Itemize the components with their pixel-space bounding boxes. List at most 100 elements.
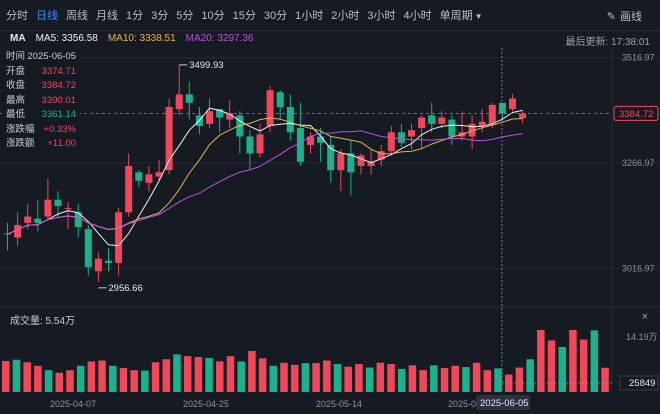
volume-bar: [87, 361, 96, 392]
low-marker: 2956.66: [108, 283, 142, 294]
volume-bar: [269, 365, 278, 392]
ohlc-key: 涨跌额: [6, 138, 35, 149]
volume-bar: [141, 370, 149, 392]
tab-period-6[interactable]: 5分: [176, 10, 194, 22]
cursor-date: 2025-06-05: [480, 398, 529, 409]
ohlc-row: 涨跌额 +11.00: [2, 137, 80, 152]
ohlc-key: 收盘: [6, 80, 26, 91]
volume-bar: [504, 374, 513, 392]
volume-bar: [12, 359, 21, 392]
tab-period-5[interactable]: 3分: [151, 10, 169, 22]
volume-bar: [109, 365, 117, 392]
candle-body: [135, 172, 143, 181]
volume-bar: [2, 360, 10, 392]
ma-legend: MA MA5: 3356.58 MA10: 3338.51 MA20: 3297…: [0, 30, 660, 46]
volume-bar: [66, 370, 74, 392]
volume-bar: [440, 367, 449, 392]
volume-bar: [194, 357, 203, 392]
close-volume-icon[interactable]: ×: [641, 311, 648, 323]
candle-body: [327, 144, 335, 171]
ohlc-value: 3390.01: [41, 94, 76, 106]
candle-body: [145, 174, 153, 183]
volume-bar: [365, 367, 374, 392]
volume-bar: [44, 370, 53, 392]
date-label: 2025-04-07: [50, 399, 96, 409]
volume-max: 14.19万: [626, 332, 658, 342]
volume-label: 成交量: 5.54万: [10, 316, 76, 327]
candle-body: [256, 134, 264, 154]
volume-bar: [312, 363, 320, 392]
ma-label: MA: [10, 32, 26, 44]
candle-body: [509, 98, 516, 110]
volume-current-tag: [619, 375, 659, 391]
volume-bar: [34, 365, 42, 392]
candle-body: [317, 136, 325, 143]
volume-bar: [23, 362, 31, 392]
volume-bar: [280, 362, 288, 392]
ohlc-key: 涨跌幅: [6, 123, 35, 135]
volume-bar: [494, 368, 502, 392]
tab-period-3[interactable]: 月线: [96, 10, 118, 22]
date-label: 2025-05-14: [316, 399, 362, 409]
period-toolbar: 分时 日线 周线 月线 1分 3分 5分 10分 15分 30分 1小时 2小时 3小时 4小时 单周期 ▼ …: [0, 0, 660, 31]
candle-body: [408, 130, 415, 137]
ma10-line: [7, 117, 523, 235]
ohlc-row: 收盘 3384.72: [2, 79, 80, 94]
tab-period-4[interactable]: 1分: [126, 10, 144, 22]
candle-body: [206, 111, 213, 124]
tab-period-9[interactable]: 30分: [263, 10, 288, 22]
tab-period-0[interactable]: 分时: [6, 10, 28, 22]
tab-period-8[interactable]: 15分: [232, 10, 256, 22]
candle-body: [64, 208, 72, 210]
ohlc-row: 最低 3361.14: [2, 108, 80, 123]
tab-period-12[interactable]: 3小时: [367, 10, 396, 22]
candle-body: [266, 90, 274, 126]
ohlc-value: +0.33%: [43, 123, 77, 135]
cursor-date-tag: [476, 395, 530, 410]
volume-bar: [162, 359, 171, 392]
candle-body: [24, 216, 32, 223]
draw-button[interactable]: ✎ 画线: [607, 8, 642, 24]
volume-bar: [558, 346, 566, 392]
candle-body: [185, 94, 193, 103]
candle-body: [125, 165, 133, 213]
candle-body: [226, 113, 234, 120]
volume-bar: [451, 365, 459, 392]
volume-bar: [183, 356, 192, 392]
date-label: 2025-04-25: [183, 399, 229, 409]
candle-body: [216, 109, 224, 118]
volume-bar: [376, 362, 385, 392]
candle-body: [94, 258, 102, 272]
draw-label: 画线: [620, 11, 642, 23]
tab-period-1[interactable]: 日线: [36, 10, 58, 22]
volume-bar: [408, 365, 417, 392]
tab-period-10[interactable]: 1小时: [295, 10, 324, 22]
ohlc-value: 3384.72: [41, 80, 76, 91]
period-tabs: 分时 日线 周线 月线 1分 3分 5分 10分 15分 30分 1小时 2小时 3小时 4小时 单周期 ▼: [0, 7, 491, 23]
volume-bar: [301, 363, 310, 392]
ohlc-value: 2025-06-05: [27, 51, 76, 62]
candle-body: [488, 104, 496, 124]
candle-body: [34, 218, 42, 223]
volume-bar: [537, 330, 545, 392]
volume-bar: [590, 330, 599, 392]
candle-body: [468, 123, 476, 137]
volume-bar: [237, 361, 245, 392]
ohlc-key: 最高: [6, 94, 26, 106]
ohlc-key: 时间: [6, 51, 26, 62]
volume-bar: [323, 360, 331, 392]
date-label: 2025-0: [448, 399, 476, 409]
tab-period-11[interactable]: 2小时: [331, 10, 360, 22]
candle-body: [397, 132, 405, 143]
ohlc-value: 3374.71: [41, 65, 76, 77]
tab-period-7[interactable]: 10分: [201, 10, 225, 22]
candle-body: [367, 161, 375, 166]
volume-bar: [430, 365, 438, 392]
candle-body: [377, 151, 385, 160]
tab-period-14[interactable]: 单周期 ▼: [439, 10, 483, 22]
tab-period-2[interactable]: 周线: [66, 10, 88, 22]
tab-period-13[interactable]: 4小时: [403, 10, 432, 22]
volume-bar: [151, 362, 160, 392]
volume-bar: [290, 364, 299, 392]
